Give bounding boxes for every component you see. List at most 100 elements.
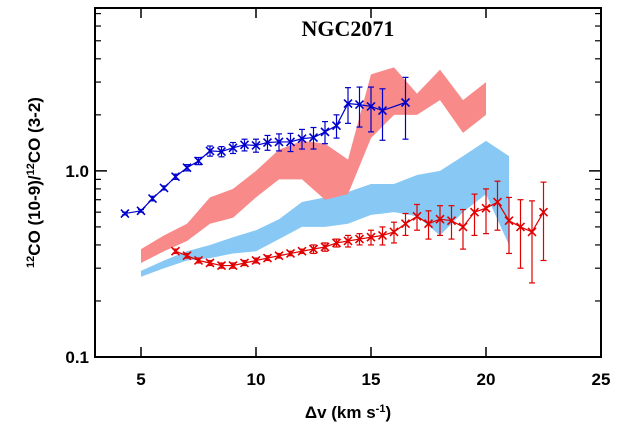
- marker: [239, 258, 250, 268]
- band: [141, 67, 486, 263]
- marker: [274, 137, 284, 147]
- marker-stroke: [274, 137, 284, 147]
- marker: [262, 137, 273, 148]
- error-bar: [425, 210, 432, 240]
- chart-title: NGC2071: [302, 16, 395, 41]
- marker-stroke: [354, 100, 365, 110]
- error-bar: [368, 86, 374, 133]
- marker-stroke: [527, 227, 537, 237]
- marker: [354, 234, 365, 244]
- marker-stroke: [377, 105, 388, 116]
- marker: [239, 140, 250, 150]
- marker: [205, 258, 215, 268]
- marker: [251, 255, 261, 266]
- marker: [216, 146, 227, 157]
- marker-stroke: [205, 146, 215, 156]
- error-bar: [506, 196, 512, 255]
- marker: [331, 238, 342, 248]
- error-bar: [471, 193, 478, 237]
- marker: [366, 101, 376, 111]
- marker: [308, 244, 319, 254]
- error-bar: [356, 86, 363, 128]
- marker: [435, 214, 445, 224]
- error-bar: [517, 199, 524, 269]
- y-tick-label: 0.1: [65, 348, 89, 367]
- marker: [400, 97, 411, 108]
- marker-stroke: [239, 140, 250, 150]
- x-tick-label: 10: [247, 370, 266, 389]
- marker: [262, 253, 273, 263]
- marker: [492, 197, 503, 207]
- marker-stroke: [354, 234, 365, 244]
- marker-stroke: [331, 121, 342, 131]
- marker-stroke: [285, 248, 296, 259]
- label-part: ): [385, 403, 391, 422]
- error-bar: [437, 205, 443, 237]
- marker-stroke: [320, 127, 330, 137]
- marker: [446, 216, 457, 226]
- marker-stroke: [366, 101, 376, 111]
- marker-stroke: [400, 97, 411, 108]
- marker-stroke: [251, 255, 261, 266]
- error-bar: [540, 181, 547, 262]
- marker: [458, 222, 468, 232]
- marker-stroke: [343, 98, 353, 109]
- error-bar: [379, 88, 386, 141]
- marker-stroke: [136, 206, 146, 216]
- marker: [320, 242, 330, 252]
- error-bar: [460, 208, 466, 250]
- error-bar: [483, 188, 489, 235]
- marker-stroke: [458, 222, 468, 232]
- plot-area: [120, 67, 549, 284]
- marker-stroke: [366, 232, 376, 242]
- marker-stroke: [182, 163, 192, 173]
- marker: [527, 227, 537, 237]
- marker: [251, 140, 261, 150]
- marker: [170, 172, 181, 182]
- marker-stroke: [538, 207, 549, 217]
- marker: [377, 105, 388, 116]
- band: [141, 140, 509, 277]
- plot-frame: [94, 7, 602, 358]
- label-part: CO (10-9)/: [25, 175, 44, 256]
- marker: [274, 251, 284, 261]
- marker-stroke: [389, 227, 399, 237]
- error-bar: [448, 205, 455, 240]
- marker: [504, 216, 514, 226]
- marker-stroke: [446, 216, 457, 226]
- error-bar: [529, 200, 535, 284]
- marker-stroke: [412, 211, 422, 221]
- error-bar: [494, 180, 501, 231]
- marker: [182, 163, 192, 173]
- marker-stroke: [308, 132, 319, 143]
- marker-stroke: [147, 193, 158, 204]
- marker-stroke: [216, 146, 227, 157]
- marker: [193, 255, 204, 266]
- marker-stroke: [297, 134, 307, 144]
- label-part: -1: [376, 403, 386, 415]
- y-axis-label: 12CO (10-9)/12CO (3-2): [25, 97, 44, 268]
- marker: [412, 211, 422, 221]
- marker: [216, 260, 227, 271]
- x-tick-label: 5: [136, 370, 145, 389]
- marker-stroke: [193, 255, 204, 266]
- marker: [389, 227, 399, 237]
- marker-stroke: [228, 143, 238, 153]
- marker-stroke: [251, 140, 261, 150]
- marker-stroke: [377, 230, 388, 240]
- marker: [285, 137, 296, 147]
- marker-stroke: [205, 258, 215, 268]
- marker: [481, 203, 491, 213]
- x-tick-label: 25: [592, 370, 611, 389]
- marker-stroke: [182, 251, 192, 261]
- marker-stroke: [228, 260, 238, 271]
- marker-stroke: [239, 258, 250, 268]
- error-bar: [345, 87, 351, 124]
- marker-stroke: [262, 253, 273, 263]
- marker: [538, 207, 549, 217]
- marker-stroke: [193, 156, 204, 166]
- marker-stroke: [308, 244, 319, 254]
- marker: [400, 219, 411, 229]
- marker-stroke: [120, 208, 130, 219]
